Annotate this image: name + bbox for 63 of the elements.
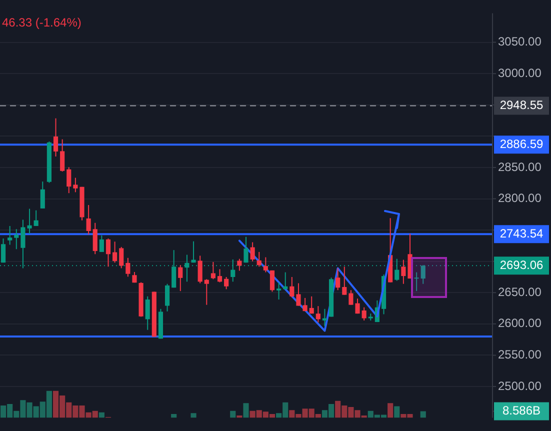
- candlestick: [126, 257, 130, 278]
- y-tick-label: 3050.00: [498, 34, 542, 49]
- candlestick: [145, 296, 150, 330]
- candlestick: [40, 181, 45, 209]
- candlestick: [276, 282, 282, 300]
- candlestick: [224, 276, 229, 290]
- candlestick: [14, 228, 19, 250]
- candlestick: [362, 306, 366, 321]
- candlestick: [414, 272, 419, 292]
- candlestick: [99, 234, 104, 252]
- candlestick: [237, 258, 242, 272]
- y-tick-label: 2800.00: [498, 191, 542, 206]
- ref-line-label: 2693.06: [500, 258, 544, 272]
- candlestick: [66, 166, 72, 194]
- candlestick: [191, 240, 196, 264]
- candlestick: [119, 246, 124, 269]
- candlestick: [270, 270, 275, 292]
- candlestick: [336, 268, 340, 291]
- y-tick-label: 3000.00: [498, 66, 542, 80]
- candlestick: [60, 138, 65, 172]
- y-tick-label: 2550.00: [498, 348, 542, 362]
- candlestick: [309, 296, 314, 314]
- bar: [98, 412, 104, 418]
- candlestick: [198, 255, 202, 284]
- bar: [394, 406, 400, 418]
- candlestick: [73, 177, 78, 193]
- candlestick: [164, 283, 170, 312]
- candlestick: [250, 242, 255, 262]
- candlestick: [290, 276, 294, 298]
- candlestick: [342, 266, 347, 296]
- candlestick: [256, 251, 262, 268]
- y2-tick-label: 8.586B: [502, 404, 541, 418]
- candlestick: [106, 238, 111, 268]
- bar: [420, 411, 426, 418]
- candlestick: [316, 306, 320, 323]
- candlestick: [322, 308, 328, 327]
- candlestick: [0, 238, 6, 264]
- bar: [230, 410, 236, 418]
- y-tick-label: 2650.00: [498, 284, 542, 299]
- candlestick: [8, 225, 12, 246]
- bar: [171, 414, 177, 418]
- candlestick: [244, 236, 248, 264]
- candlestick: [178, 264, 183, 292]
- y-tick-label: 2600.00: [498, 316, 542, 330]
- candlestick: [86, 204, 91, 235]
- y-tick-label: 2500.00: [498, 378, 542, 393]
- candlestick: [217, 268, 222, 283]
- candlestick: [210, 261, 216, 280]
- y-tick-label: 2850.00: [498, 160, 542, 174]
- bar: [190, 413, 196, 418]
- candlestick: [204, 278, 209, 306]
- candlestick: [53, 118, 58, 158]
- ref-line-label: 2743.54: [500, 226, 544, 240]
- candlestick: [34, 210, 38, 226]
- ref-line-label: 2948.55: [500, 98, 544, 112]
- candlestick: [263, 256, 268, 273]
- ref-line-label: 2886.59: [500, 136, 544, 151]
- candlestick: [92, 222, 98, 255]
- bar: [388, 403, 394, 418]
- candlestick: [112, 241, 118, 264]
- annotation: 46.33 (-1.64%): [2, 16, 82, 30]
- bar: [243, 403, 249, 418]
- candlestick: [401, 259, 406, 284]
